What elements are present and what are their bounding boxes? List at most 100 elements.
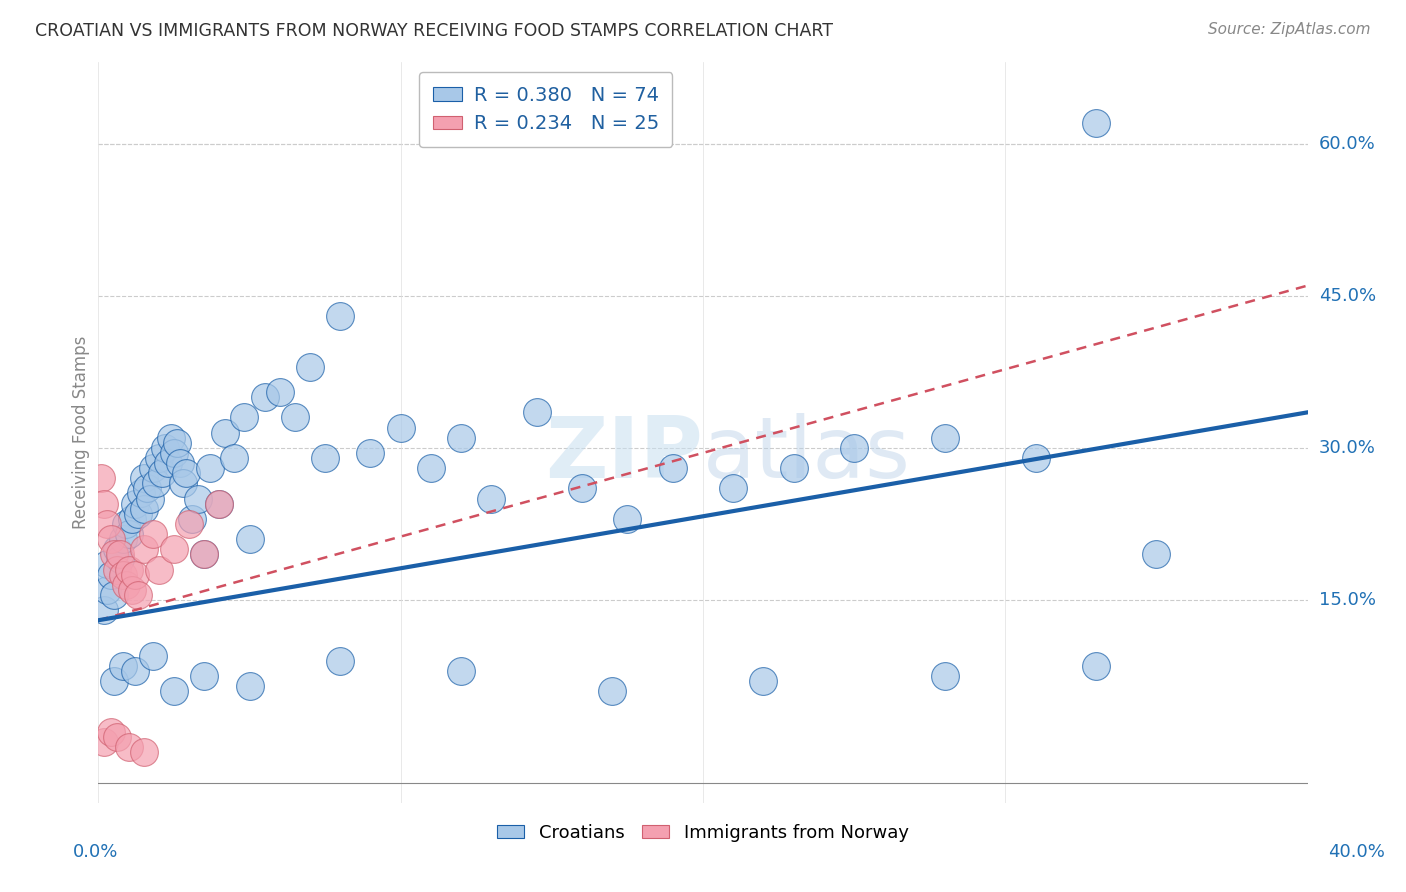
- Point: [111, 659, 134, 673]
- Point: [103, 588, 125, 602]
- Point: [232, 410, 254, 425]
- Point: [93, 497, 115, 511]
- Point: [187, 491, 209, 506]
- Point: [783, 461, 806, 475]
- Point: [360, 446, 382, 460]
- Point: [100, 532, 122, 546]
- Text: 0.0%: 0.0%: [73, 843, 118, 861]
- Point: [172, 476, 194, 491]
- Point: [661, 461, 683, 475]
- Point: [934, 669, 956, 683]
- Point: [193, 547, 215, 561]
- Text: 45.0%: 45.0%: [1319, 286, 1376, 305]
- Point: [90, 471, 112, 485]
- Point: [124, 567, 146, 582]
- Point: [121, 512, 143, 526]
- Text: 60.0%: 60.0%: [1319, 135, 1375, 153]
- Point: [329, 309, 352, 323]
- Point: [121, 582, 143, 597]
- Point: [208, 497, 231, 511]
- Text: 15.0%: 15.0%: [1319, 591, 1375, 609]
- Point: [114, 578, 136, 592]
- Point: [135, 482, 157, 496]
- Point: [163, 684, 186, 698]
- Point: [160, 431, 183, 445]
- Point: [253, 390, 276, 404]
- Point: [150, 466, 173, 480]
- Point: [314, 450, 336, 465]
- Point: [105, 730, 128, 744]
- Point: [148, 450, 170, 465]
- Legend: Croatians, Immigrants from Norway: Croatians, Immigrants from Norway: [489, 817, 917, 849]
- Point: [934, 431, 956, 445]
- Point: [100, 724, 122, 739]
- Point: [181, 512, 204, 526]
- Point: [118, 739, 141, 754]
- Point: [127, 507, 149, 521]
- Point: [299, 359, 322, 374]
- Point: [602, 684, 624, 698]
- Point: [1144, 547, 1167, 561]
- Point: [103, 674, 125, 689]
- Point: [105, 542, 128, 557]
- Point: [142, 648, 165, 663]
- Point: [163, 446, 186, 460]
- Point: [169, 456, 191, 470]
- Text: Source: ZipAtlas.com: Source: ZipAtlas.com: [1208, 22, 1371, 37]
- Text: atlas: atlas: [703, 413, 911, 496]
- Point: [193, 547, 215, 561]
- Point: [145, 476, 167, 491]
- Point: [616, 512, 638, 526]
- Point: [103, 547, 125, 561]
- Point: [96, 516, 118, 531]
- Point: [571, 482, 593, 496]
- Point: [163, 542, 186, 557]
- Point: [96, 558, 118, 572]
- Point: [100, 567, 122, 582]
- Point: [148, 562, 170, 576]
- Point: [132, 501, 155, 516]
- Point: [114, 516, 136, 531]
- Text: ZIP: ZIP: [546, 413, 703, 496]
- Point: [108, 552, 131, 566]
- Point: [129, 486, 152, 500]
- Point: [208, 497, 231, 511]
- Point: [132, 542, 155, 557]
- Point: [105, 562, 128, 576]
- Point: [1085, 116, 1108, 130]
- Point: [450, 431, 472, 445]
- Point: [153, 441, 176, 455]
- Point: [127, 588, 149, 602]
- Point: [124, 664, 146, 678]
- Point: [420, 461, 443, 475]
- Y-axis label: Receiving Food Stamps: Receiving Food Stamps: [72, 336, 90, 529]
- Point: [179, 516, 201, 531]
- Point: [111, 567, 134, 582]
- Point: [269, 385, 291, 400]
- Point: [132, 745, 155, 759]
- Point: [239, 679, 262, 693]
- Point: [239, 532, 262, 546]
- Point: [200, 461, 222, 475]
- Point: [111, 532, 134, 546]
- Point: [1024, 450, 1046, 465]
- Point: [214, 425, 236, 440]
- Text: CROATIAN VS IMMIGRANTS FROM NORWAY RECEIVING FOOD STAMPS CORRELATION CHART: CROATIAN VS IMMIGRANTS FROM NORWAY RECEI…: [35, 22, 834, 40]
- Point: [174, 466, 197, 480]
- Point: [118, 562, 141, 576]
- Point: [142, 527, 165, 541]
- Point: [389, 420, 412, 434]
- Point: [752, 674, 775, 689]
- Point: [526, 405, 548, 419]
- Point: [93, 735, 115, 749]
- Point: [481, 491, 503, 506]
- Text: 40.0%: 40.0%: [1329, 843, 1385, 861]
- Text: 30.0%: 30.0%: [1319, 439, 1375, 457]
- Point: [142, 461, 165, 475]
- Point: [844, 441, 866, 455]
- Point: [108, 547, 131, 561]
- Point: [1085, 659, 1108, 673]
- Point: [132, 471, 155, 485]
- Point: [124, 497, 146, 511]
- Point: [723, 482, 745, 496]
